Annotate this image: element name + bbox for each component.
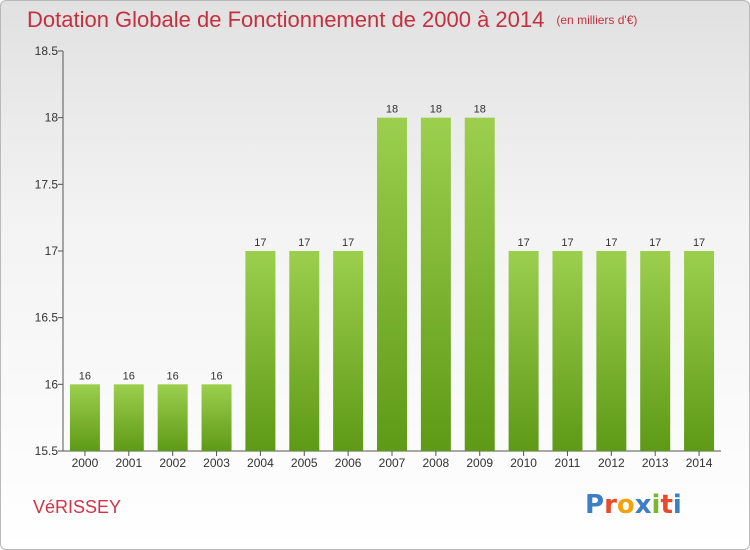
data-label: 18 [474, 104, 486, 116]
data-label: 16 [123, 370, 135, 382]
bar [508, 251, 539, 451]
bar [245, 251, 276, 451]
x-tick-label: 2009 [466, 456, 493, 470]
x-tick-label: 2006 [335, 456, 362, 470]
bar [289, 251, 320, 451]
y-tick-label: 15.5 [35, 444, 59, 458]
data-label: 18 [430, 104, 442, 116]
x-tick-label: 2003 [203, 456, 230, 470]
data-label: 17 [649, 237, 661, 249]
y-tick-label: 18 [45, 111, 59, 125]
data-label: 16 [79, 370, 91, 382]
y-tick-label: 16 [45, 377, 59, 391]
x-tick-label: 2001 [115, 456, 142, 470]
logo-letter: x [634, 490, 652, 520]
y-tick-label: 17 [45, 244, 59, 258]
bar [552, 251, 583, 451]
y-tick-label: 16.5 [35, 311, 59, 325]
bar [201, 384, 232, 451]
x-tick-label: 2007 [379, 456, 406, 470]
y-tick-label: 18.5 [35, 44, 59, 58]
x-tick-label: 2002 [159, 456, 186, 470]
x-tick-label: 2012 [598, 456, 625, 470]
chart-title-text: Dotation Globale de Fonctionnement de 20… [27, 7, 545, 32]
bar [157, 384, 188, 451]
proxiti-logo: Proxiti [585, 490, 682, 520]
data-label: 17 [254, 237, 266, 249]
data-label: 17 [605, 237, 617, 249]
logo-letter: r [604, 490, 617, 520]
chart-title: Dotation Globale de Fonctionnement de 20… [27, 7, 637, 33]
x-tick-label: 2005 [291, 456, 318, 470]
bar [640, 251, 671, 451]
data-label: 17 [298, 237, 310, 249]
logo-letter: P [585, 490, 605, 520]
x-tick-label: 2008 [423, 456, 450, 470]
x-tick-label: 2011 [555, 456, 581, 470]
bar [377, 117, 407, 452]
location-name: VéRISSEY [33, 497, 122, 517]
x-tick-label: 2004 [247, 456, 274, 470]
x-tick-label: 2000 [72, 456, 99, 470]
logo-letter: t [660, 490, 673, 520]
x-tick-label: 2013 [642, 456, 669, 470]
bar [69, 384, 100, 451]
data-label: 17 [561, 237, 573, 249]
data-label: 16 [210, 370, 222, 382]
bar [113, 384, 144, 451]
y-tick-label: 17.5 [35, 177, 59, 191]
x-tick-label: 2014 [686, 456, 713, 470]
data-label: 18 [386, 104, 398, 116]
data-label: 17 [517, 237, 529, 249]
bar [684, 251, 715, 451]
bar [596, 251, 627, 451]
x-tick-label: 2010 [510, 456, 537, 470]
data-label: 17 [342, 237, 354, 249]
logo-letter: o [616, 490, 635, 520]
logo-letter: i [672, 490, 682, 520]
bar [420, 117, 451, 452]
chart-unit: (en milliers d'€) [556, 13, 638, 27]
bar [333, 251, 364, 451]
bar [464, 117, 495, 452]
data-label: 16 [167, 370, 179, 382]
data-label: 17 [693, 237, 705, 249]
logo-letter: i [651, 490, 661, 520]
